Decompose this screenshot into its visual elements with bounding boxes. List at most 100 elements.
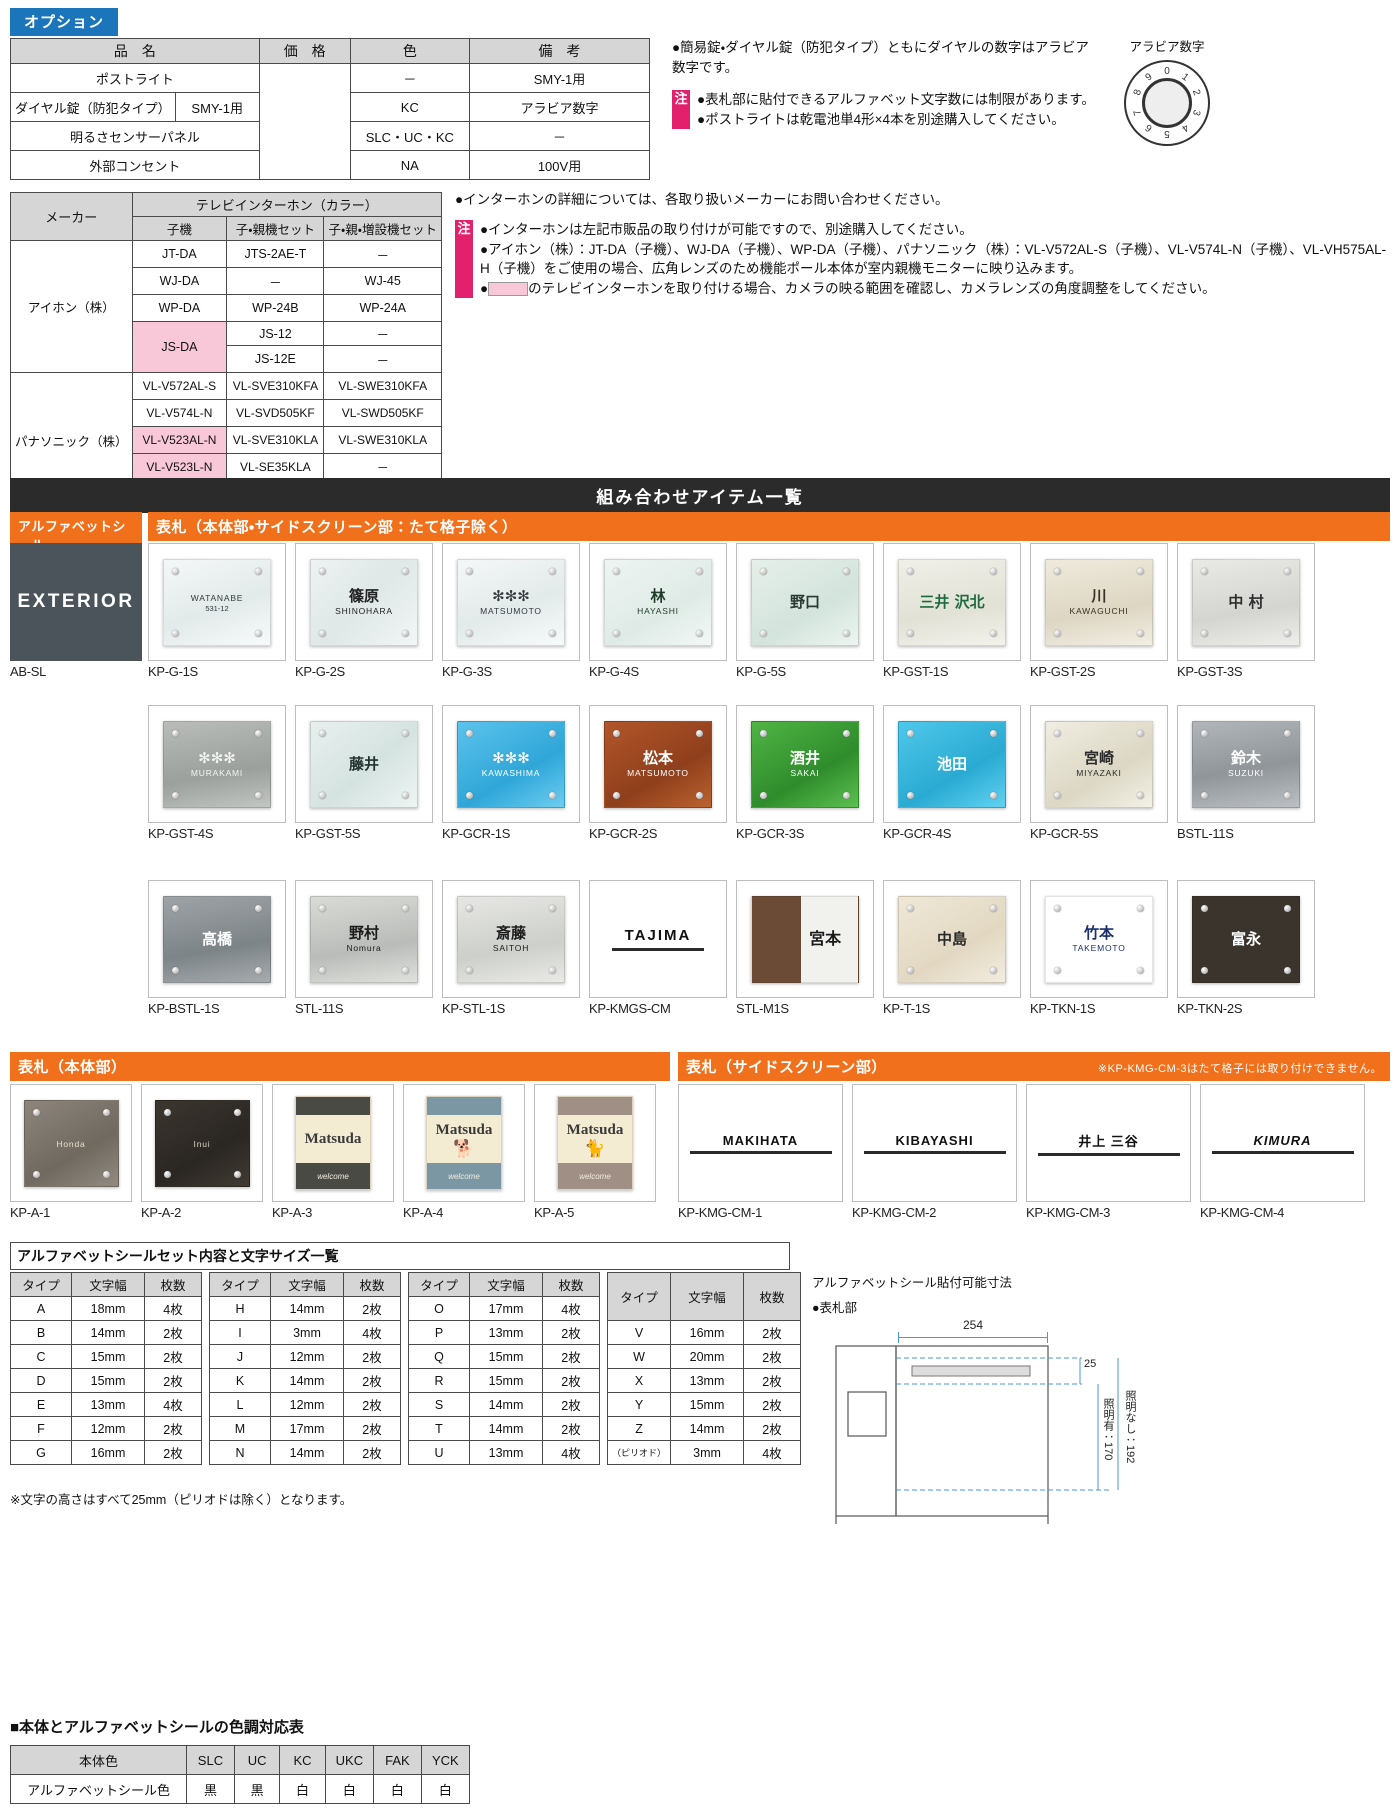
plate-code: STL-11S bbox=[295, 1001, 344, 1016]
plate-face: 宮崎 MIYAZAKI bbox=[1045, 720, 1153, 808]
screw-icon bbox=[1284, 791, 1291, 799]
screw-icon bbox=[549, 729, 556, 737]
alpha-col-header: 文字幅 bbox=[71, 1272, 145, 1297]
plate-tile[interactable]: Matsuda 🐈 welcome KP-A-5 bbox=[534, 1084, 656, 1220]
plate-tile[interactable]: 川 KAWAGUCHI KP-GST-2S bbox=[1030, 543, 1168, 679]
alpha-type: （ピリオド） bbox=[606, 1440, 672, 1465]
screw-icon bbox=[1137, 904, 1144, 912]
screw-icon bbox=[255, 966, 262, 974]
plate-face: 斎藤 SAITOH bbox=[457, 895, 565, 983]
plate-tile[interactable]: MAKIHATA KP-KMG-CM-1 bbox=[678, 1084, 843, 1220]
plate-tile[interactable]: Honda KP-A-1 bbox=[10, 1084, 132, 1220]
cat-silhouette-icon: 🐈 bbox=[584, 1138, 606, 1158]
option-badge-wrap: オプション bbox=[10, 8, 119, 36]
alpha-col-header: 文字幅 bbox=[270, 1272, 344, 1297]
table-row: VL-V574L-N VL-SVD505KF VL-SWD505KF bbox=[11, 399, 442, 427]
welcome-text: welcome bbox=[317, 1171, 349, 1181]
alphabet-seal-item[interactable]: EXTERIOR AB-SL bbox=[10, 543, 142, 679]
plate-text-block: 林 HAYASHI bbox=[637, 588, 679, 617]
plate-tile[interactable]: ✻✻✻ MURAKAMI KP-GST-4S bbox=[148, 705, 286, 841]
plate-code: KP-KMG-CM-4 bbox=[1200, 1205, 1285, 1220]
color-table-row-label: 本体色 bbox=[9, 1745, 188, 1775]
cell-name: ポストライト bbox=[10, 63, 260, 93]
screw-icon bbox=[1284, 567, 1291, 575]
plate-text-block: 篠原 SHINOHARA bbox=[335, 588, 393, 617]
dimension-width-line bbox=[898, 1337, 1048, 1338]
plate-tile[interactable]: 篠原 SHINOHARA KP-G-2S bbox=[295, 543, 433, 679]
plate-name-text: MAKIHATA bbox=[722, 1132, 799, 1148]
color-value: 白 bbox=[373, 1774, 422, 1804]
plate-tile[interactable]: 中 村 KP-GST-3S bbox=[1177, 543, 1315, 679]
plate-tile[interactable]: KIMURA KP-KMG-CM-4 bbox=[1200, 1084, 1365, 1220]
plate-tile[interactable]: 池田 KP-GCR-4S bbox=[883, 705, 1021, 841]
plate-tile[interactable]: 鈴木 SUZUKI BSTL-11S bbox=[1177, 705, 1315, 841]
plate-tile[interactable]: TAJIMA KP-KMGS-CM bbox=[589, 880, 727, 1016]
plate-tile[interactable]: WATANABE 531-12 KP-G-1S bbox=[148, 543, 286, 679]
plate-tile[interactable]: 井上 三谷 KP-KMG-CM-3 bbox=[1026, 1084, 1191, 1220]
plate-tile[interactable]: Matsuda welcome KP-A-3 bbox=[272, 1084, 394, 1220]
cell-remark: － bbox=[469, 121, 650, 151]
plate-code: KP-G-5S bbox=[736, 664, 786, 679]
plate-tile[interactable]: 竹本 TAKEMOTO KP-TKN-1S bbox=[1030, 880, 1168, 1016]
screw-icon bbox=[696, 629, 703, 637]
band-top bbox=[427, 1097, 501, 1115]
band-bottom: welcome bbox=[296, 1163, 370, 1189]
alpha-count: 2枚 bbox=[144, 1344, 202, 1369]
plate-tile[interactable]: ✻✻✻ MATSUMOTO KP-G-3S bbox=[442, 543, 580, 679]
screw-icon bbox=[1137, 729, 1144, 737]
plate-tile[interactable]: 松本 MATSUMOTO KP-GCR-2S bbox=[589, 705, 727, 841]
plate-code: KP-GCR-3S bbox=[736, 826, 805, 841]
screw-icon bbox=[613, 629, 620, 637]
table-row: D 15mm 2枚 bbox=[10, 1368, 202, 1393]
alphabet-seal-image: EXTERIOR bbox=[10, 543, 142, 661]
plate-tile[interactable]: 野村 Nomura STL-11S bbox=[295, 880, 433, 1016]
screw-icon bbox=[843, 567, 850, 575]
plate-face: 林 HAYASHI bbox=[604, 558, 712, 646]
screw-icon bbox=[1201, 904, 1208, 912]
screw-icon bbox=[1284, 729, 1291, 737]
screw-icon bbox=[907, 966, 914, 974]
table-row: Z 14mm 2枚 bbox=[606, 1416, 802, 1441]
bar-nameplate-main: 表札（本体部・サイドスクリーン部：たて格子除く） bbox=[148, 512, 1390, 541]
plate-tile[interactable]: 斎藤 SAITOH KP-STL-1S bbox=[442, 880, 580, 1016]
alpha-count: 2枚 bbox=[542, 1368, 600, 1393]
plate-tile[interactable]: 宮崎 MIYAZAKI KP-GCR-5S bbox=[1030, 705, 1168, 841]
plate-tile[interactable]: Inui KP-A-2 bbox=[141, 1084, 263, 1220]
table-row: J 12mm 2枚 bbox=[209, 1344, 401, 1369]
plate-tile[interactable]: 林 HAYASHI KP-G-4S bbox=[589, 543, 727, 679]
pink-swatch-icon bbox=[488, 282, 529, 297]
screw-icon bbox=[466, 729, 473, 737]
alpha-count: 2枚 bbox=[343, 1416, 401, 1441]
table-row: C 15mm 2枚 bbox=[10, 1344, 202, 1369]
plate-tile[interactable]: KIBAYASHI KP-KMG-CM-2 bbox=[852, 1084, 1017, 1220]
screw-icon bbox=[172, 567, 179, 575]
plate-face: Inui bbox=[154, 1099, 250, 1187]
band-top bbox=[296, 1097, 370, 1115]
plate-tile[interactable]: Matsuda 🐕 welcome KP-A-4 bbox=[403, 1084, 525, 1220]
plate-tile[interactable]: 藤井 KP-GST-5S bbox=[295, 705, 433, 841]
screw-icon bbox=[255, 791, 262, 799]
plate-text-block: 富永 bbox=[1231, 931, 1261, 948]
plate-name-text: Matsuda bbox=[435, 1121, 493, 1138]
plate-name-jp: ✻✻✻ bbox=[492, 748, 530, 767]
plate-code: KP-A-3 bbox=[272, 1205, 313, 1220]
alpha-count: 2枚 bbox=[542, 1416, 600, 1441]
plate-code: KP-TKN-2S bbox=[1177, 1001, 1243, 1016]
plate-image: 鈴木 SUZUKI bbox=[1177, 705, 1315, 823]
plate-tile[interactable]: 高橋 KP-BSTL-1S bbox=[148, 880, 286, 1016]
plate-tile[interactable]: 富永 KP-TKN-2S bbox=[1177, 880, 1315, 1016]
alpha-type: U bbox=[408, 1440, 470, 1465]
plate-tile[interactable]: 中島 KP-T-1S bbox=[883, 880, 1021, 1016]
alpha-width: 13mm bbox=[71, 1392, 145, 1417]
plate-tile[interactable]: 宮本 STL-M1S bbox=[736, 880, 874, 1016]
alpha-count: 2枚 bbox=[144, 1368, 202, 1393]
plate-tile[interactable]: 三井 沢北 KP-GST-1S bbox=[883, 543, 1021, 679]
alpha-count: 2枚 bbox=[343, 1392, 401, 1417]
table-row: （ピリオド） 3mm 4枚 bbox=[606, 1440, 802, 1465]
plate-tile[interactable]: 野口 KP-G-5S bbox=[736, 543, 874, 679]
plate-tile[interactable]: 酒井 SAKAI KP-GCR-3S bbox=[736, 705, 874, 841]
plate-tile[interactable]: ✻✻✻ KAWASHIMA KP-GCR-1S bbox=[442, 705, 580, 841]
welcome-text: welcome bbox=[579, 1171, 611, 1181]
dim-tick bbox=[1047, 1332, 1048, 1343]
plate-face: 川 KAWAGUCHI bbox=[1045, 558, 1153, 646]
